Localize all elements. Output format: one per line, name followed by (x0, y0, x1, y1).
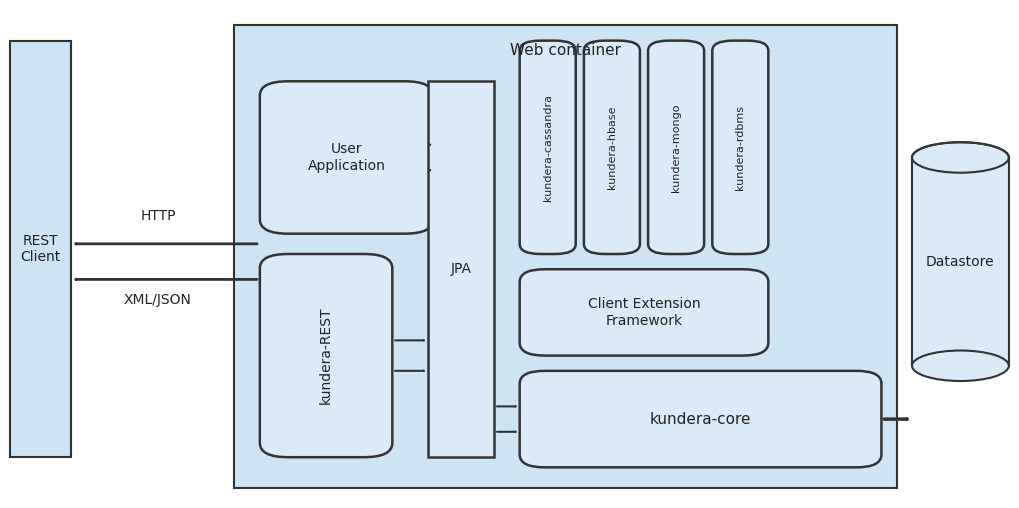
Text: kundera-REST: kundera-REST (319, 307, 333, 404)
Text: kundera-mongo: kundera-mongo (672, 103, 681, 192)
FancyBboxPatch shape (10, 41, 71, 457)
Text: kundera-hbase: kundera-hbase (607, 106, 616, 189)
Text: kundera-rdbms: kundera-rdbms (736, 105, 745, 190)
Text: JPA: JPA (450, 262, 472, 276)
FancyBboxPatch shape (520, 371, 881, 467)
FancyBboxPatch shape (648, 41, 704, 254)
Text: XML/JSON: XML/JSON (124, 293, 192, 307)
FancyBboxPatch shape (260, 81, 433, 234)
Text: Client Extension
Framework: Client Extension Framework (588, 297, 700, 328)
FancyBboxPatch shape (428, 81, 494, 457)
Text: kundera-core: kundera-core (650, 411, 751, 427)
FancyBboxPatch shape (260, 254, 392, 457)
Text: REST
Client: REST Client (20, 234, 61, 264)
Text: User
Application: User Application (308, 142, 385, 173)
Text: HTTP: HTTP (141, 209, 175, 223)
FancyBboxPatch shape (712, 41, 768, 254)
FancyBboxPatch shape (584, 41, 640, 254)
Text: kundera-cassandra: kundera-cassandra (543, 94, 552, 201)
Text: Web container: Web container (511, 43, 621, 58)
Ellipse shape (912, 142, 1009, 173)
Text: Datastore: Datastore (926, 255, 995, 269)
FancyBboxPatch shape (234, 25, 897, 488)
FancyBboxPatch shape (520, 41, 576, 254)
FancyBboxPatch shape (912, 157, 1009, 366)
FancyBboxPatch shape (520, 269, 768, 356)
Ellipse shape (912, 351, 1009, 381)
